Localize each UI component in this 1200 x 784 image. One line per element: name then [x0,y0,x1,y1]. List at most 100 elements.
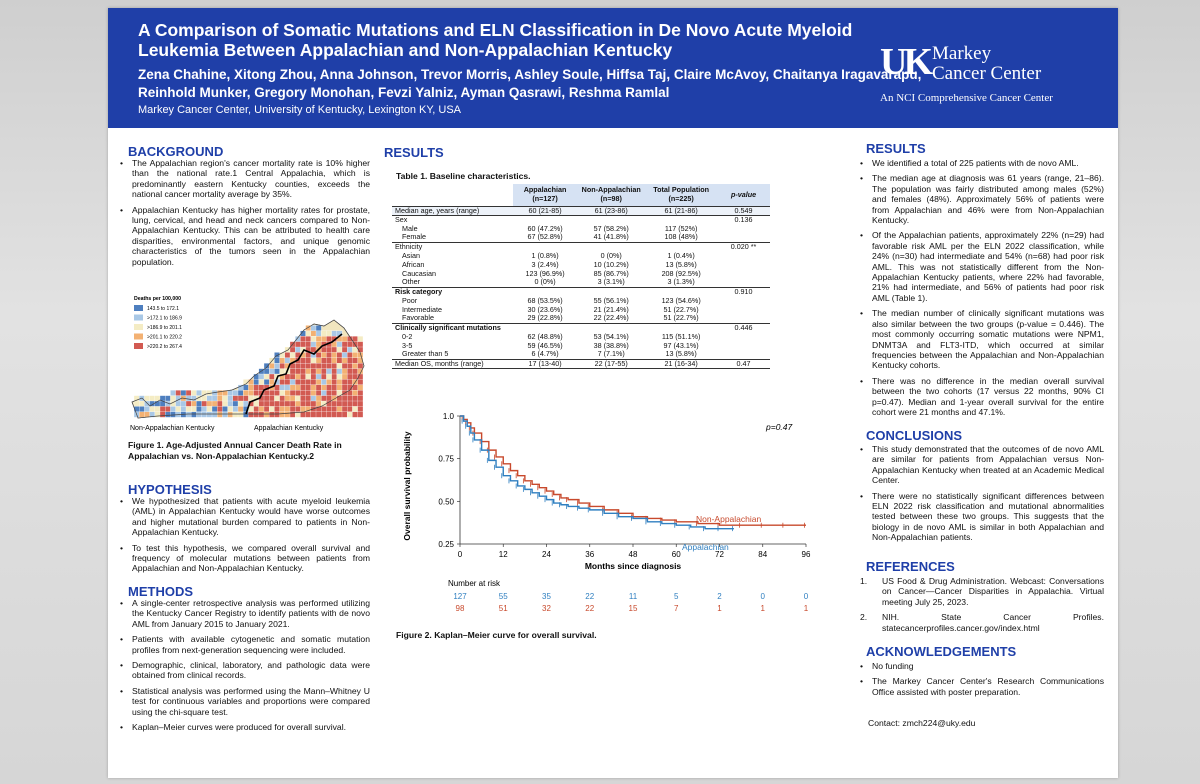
map-county [341,406,348,413]
map-county [305,336,312,342]
table-row: Clinically significant mutations 0.446 [392,322,770,333]
map-county [331,411,338,418]
map-legend-label: 143.5 to 172.1 [147,306,179,312]
table-cell: 0.47 [717,358,770,370]
background-bullet: Appalachian Kentucky has higher mortalit… [120,205,370,267]
map-county [222,400,228,407]
table-cell: 3-5 [402,340,413,350]
map-county [232,411,239,418]
map-county [352,357,358,364]
map-county [347,379,353,386]
map-county [284,352,291,359]
table-cell: 0.136 [717,214,770,225]
table-cell: Caucasian [402,268,436,278]
map-county [331,330,338,337]
table-cell [717,269,770,278]
map-county [321,346,327,353]
map-county [331,400,338,407]
map-county [321,352,327,359]
x-tick-label: 36 [585,550,594,559]
map-county [248,390,254,396]
map-county [305,379,312,386]
map-county [284,411,291,418]
map-county [139,400,145,407]
map-county [217,406,223,413]
map-county [300,384,306,391]
map-county [315,352,322,359]
map-county [357,395,364,402]
map-county [222,395,228,402]
map-county [305,400,312,407]
map-county [170,390,176,396]
table-row: Median OS, months (range) 17 (13-40) 22 (1… [392,358,770,370]
map-county [289,379,296,386]
map-county [336,406,343,413]
map-county [217,395,223,402]
map-county [175,390,182,396]
map-county [310,373,317,380]
map-county [258,411,265,418]
map-county [206,411,213,418]
table-cell: 0-2 [402,331,413,341]
table-column-header [392,184,513,207]
map-county [295,368,301,375]
table-cell: 21 (21.4%) [593,304,629,314]
map-county [326,379,332,386]
map-county [341,346,348,353]
acknowledgement-bullet: The Markey Cancer Center's Research Comm… [860,676,1104,697]
map-county [295,341,301,348]
map-county [336,373,343,380]
map-county [341,357,348,364]
map-county [336,400,343,407]
map-county [263,395,270,402]
map-county [139,406,145,413]
conclusions-heading: CONCLUSIONS [866,428,963,443]
table-cell: Clinically significant mutations [392,322,513,333]
map-county [139,411,145,418]
map-county [315,368,322,375]
map-county [305,357,312,364]
y-axis-label: Overall survival probability [402,431,412,540]
map-county [321,379,327,386]
map-label-appalachian: Appalachian Kentucky [254,425,324,432]
map-county [269,400,275,407]
map-county [170,395,176,402]
table-row: 0-2 62 (48.8%) 53 (54.1%) 115 (51.1%) [392,332,770,341]
map-county [321,336,327,342]
table-cell [717,305,770,314]
map-county [159,411,166,418]
map-county [253,384,260,391]
table-cell: Female [402,232,426,242]
map-county [185,390,192,396]
map-county [274,406,280,413]
map-county [357,411,364,418]
map-county [170,406,176,413]
map-county [279,406,286,413]
map-county [357,379,364,386]
map-legend-swatch [134,305,143,311]
map-county [315,379,322,386]
table-cell: Intermediate [402,304,442,314]
table-row: Greater than 5 6 (4.7%) 7 (7.1%) 13 (5.8%) [392,350,770,359]
table-cell: 3 (1.3%) [667,277,695,287]
table-cell [512,241,578,252]
map-county [279,368,286,375]
map-county [279,395,286,402]
p-value-annotation: p=0.47 [765,422,793,432]
map-county [352,406,358,413]
table-cell: Risk category [392,286,513,297]
map-county [217,400,223,407]
map-county [305,384,312,391]
background-heading: BACKGROUND [128,144,224,159]
map-county [133,400,140,407]
map-county [289,352,296,359]
map-legend-swatch [134,343,143,349]
map-county [326,346,332,353]
table-cell: 60 (21-85) [512,205,578,216]
map-county [258,400,265,407]
map-county [336,346,343,353]
map-county [279,357,286,364]
results-bullet: The median number of clinically signific… [860,308,1104,370]
table-cell: African [402,259,425,269]
map-county [295,406,301,413]
